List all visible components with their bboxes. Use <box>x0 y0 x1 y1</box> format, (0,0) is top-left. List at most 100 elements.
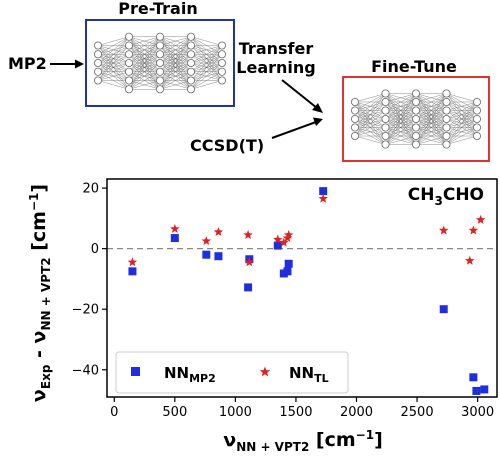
network-node <box>155 76 164 85</box>
network-edge <box>190 45 223 64</box>
network-edge <box>97 62 130 81</box>
x-tick-label: 2500 <box>401 405 434 420</box>
network-edge <box>446 118 478 145</box>
network-node <box>125 59 134 68</box>
legend-label-nn-tl: NNTL <box>289 364 329 385</box>
ccsdt-arrow-head <box>313 117 323 126</box>
network-node <box>217 76 226 85</box>
network-node <box>125 32 134 41</box>
x-tick-label: 0 <box>110 405 118 420</box>
network-node <box>217 41 226 50</box>
network-node <box>381 123 390 132</box>
network-edge <box>97 71 130 81</box>
ccsdt-label: CCSD(T) <box>190 136 264 155</box>
axis-ticks: 0 500 1000 1500 2000 2500 3000 −40 −20 0 20 <box>72 182 495 420</box>
network-node <box>350 115 359 124</box>
point-nn-mp2 <box>472 386 481 395</box>
network-node <box>155 67 164 76</box>
point-nn-mp2 <box>319 187 328 196</box>
molecule-annotation: CH3CHO <box>408 185 484 208</box>
network-edge <box>159 36 192 64</box>
network-node <box>381 106 390 115</box>
network-node <box>94 59 103 68</box>
network-edge <box>415 93 447 103</box>
network-edge <box>354 93 386 103</box>
network-node <box>186 59 195 68</box>
network-edge <box>354 135 386 145</box>
network-node <box>442 98 451 107</box>
network-edge <box>128 36 161 90</box>
network-node <box>186 32 195 41</box>
network-node <box>350 98 359 107</box>
legend-label-nn-mp2: NNMP2 <box>164 364 216 385</box>
network-edge <box>128 71 161 90</box>
network-node <box>411 98 420 107</box>
network-edge <box>415 110 447 145</box>
point-nn-mp2 <box>439 305 448 314</box>
network-node <box>442 106 451 115</box>
network-node <box>217 59 226 68</box>
network-node <box>411 115 420 124</box>
network-edge <box>159 36 192 46</box>
network-edge <box>354 127 386 137</box>
network-node <box>442 131 451 140</box>
network-edge <box>159 36 192 55</box>
network-node <box>125 76 134 85</box>
point-nn-tl <box>213 226 224 237</box>
network-edge <box>385 135 417 145</box>
network-edge <box>385 93 417 103</box>
network-edge <box>159 71 192 90</box>
network-edge <box>354 101 386 137</box>
pretrain-network-icon <box>94 32 226 94</box>
network-node <box>442 115 451 124</box>
network-edge <box>159 36 192 81</box>
x-tick-label: 500 <box>162 405 187 420</box>
network-edge <box>446 101 478 137</box>
point-nn-tl <box>438 225 449 235</box>
network-node <box>381 140 390 149</box>
transfer-arrow-line <box>281 79 318 109</box>
legend-box <box>115 351 349 394</box>
network-node <box>94 41 103 50</box>
point-nn-tl <box>468 225 479 235</box>
network-node <box>411 123 420 132</box>
network-edge <box>446 93 478 103</box>
network-node <box>155 85 164 94</box>
network-node <box>125 85 134 94</box>
network-edge <box>190 62 223 90</box>
network-edge <box>385 93 417 137</box>
network-node <box>350 123 359 132</box>
network-edge <box>415 127 447 145</box>
network-edge <box>128 36 161 81</box>
transfer-arrow-head <box>312 103 323 113</box>
ccsdt-arrow-line <box>271 121 317 139</box>
network-edge <box>415 93 447 145</box>
network-edge <box>128 45 161 90</box>
y-axis-label: νExp - νNN + VPT2 [cm−1] <box>27 184 53 402</box>
point-nn-tl <box>243 230 253 240</box>
point-nn-tl <box>318 193 328 203</box>
network-edge <box>97 36 130 81</box>
network-edge <box>354 93 386 111</box>
network-node <box>411 89 420 98</box>
network-node <box>186 76 195 85</box>
scatter-chart: 0 500 1000 1500 2000 2500 3000 −40 −20 0 20 CH3CHO… <box>27 178 498 454</box>
network-edge <box>128 62 161 90</box>
x-axis-label: νNN + VPT2 [cm−1] <box>223 428 383 454</box>
point-nn-tl <box>273 234 283 244</box>
network-node <box>186 50 195 59</box>
network-node <box>411 131 420 140</box>
network-edge <box>385 118 417 145</box>
network-node <box>381 98 390 107</box>
network-node <box>186 67 195 76</box>
x-tick-label: 2000 <box>340 405 373 420</box>
network-edge <box>159 80 192 90</box>
legend-marker-nn-tl <box>259 366 271 377</box>
network-edge <box>128 36 161 46</box>
network-node <box>155 41 164 50</box>
network-node <box>94 50 103 59</box>
network-edge <box>385 93 417 120</box>
network-edge <box>385 110 417 145</box>
network-edge <box>190 54 223 90</box>
